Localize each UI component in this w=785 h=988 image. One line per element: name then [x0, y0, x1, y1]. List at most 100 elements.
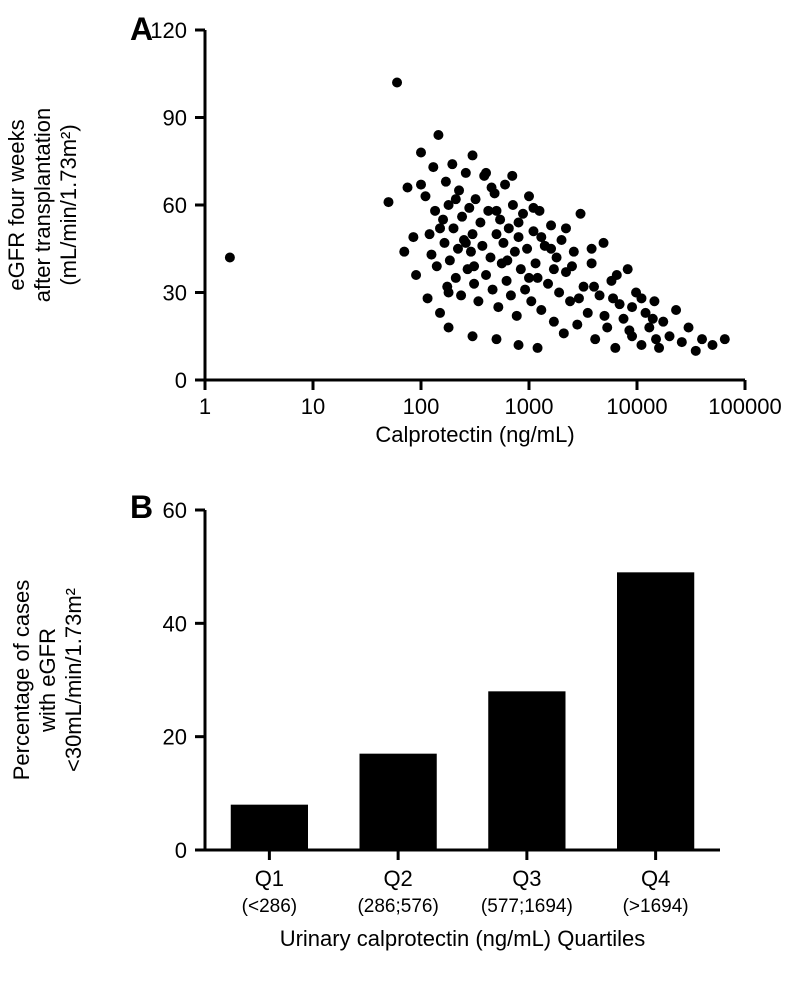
- data-point: [533, 273, 543, 283]
- data-point: [435, 308, 445, 318]
- data-point: [549, 317, 559, 327]
- ytick-label: 90: [163, 106, 187, 131]
- data-point: [466, 247, 476, 257]
- data-point: [444, 323, 454, 333]
- data-point: [595, 290, 605, 300]
- data-point: [543, 279, 553, 289]
- category-sublabel: (577;1694): [481, 896, 573, 917]
- data-point: [561, 223, 571, 233]
- data-point: [500, 180, 510, 190]
- yaxis-label-line: (mL/min/1.73m²): [56, 124, 81, 285]
- data-point: [720, 334, 730, 344]
- data-point: [623, 264, 633, 274]
- data-point: [514, 218, 524, 228]
- data-point: [425, 229, 435, 239]
- data-point: [502, 255, 512, 265]
- ytick-label: 40: [163, 611, 187, 636]
- yaxis-label-line: after transplantation: [30, 108, 55, 302]
- data-point: [507, 171, 517, 181]
- data-point: [403, 183, 413, 193]
- panel-a-scatter: 0306090120110100100010000100000Calprotec…: [0, 0, 785, 470]
- category-label: Q1: [255, 866, 284, 891]
- data-point: [432, 261, 442, 271]
- ytick-label: 0: [175, 368, 187, 393]
- data-point: [684, 323, 694, 333]
- panel-label-b: B: [130, 489, 153, 525]
- data-point: [416, 180, 426, 190]
- data-point: [533, 343, 543, 353]
- data-point: [423, 293, 433, 303]
- data-point: [536, 232, 546, 242]
- yaxis-label-line: eGFR four weeks: [4, 119, 29, 290]
- data-point: [522, 244, 532, 254]
- data-point: [468, 150, 478, 160]
- panel-b-bar: 0204060Q1(<286)Q2(286;576)Q3(577;1694)Q4…: [0, 470, 785, 988]
- data-point: [475, 218, 485, 228]
- data-point: [461, 168, 471, 178]
- data-point: [428, 162, 438, 172]
- yaxis-label-line: with eGFR: [35, 628, 60, 733]
- data-point: [471, 194, 481, 204]
- data-point: [392, 78, 402, 88]
- panel-label-a: A: [130, 11, 153, 47]
- data-point: [495, 215, 505, 225]
- xtick-label: 1000: [505, 394, 554, 419]
- data-point: [416, 148, 426, 158]
- data-point: [624, 325, 634, 335]
- data-point: [473, 296, 483, 306]
- data-point: [608, 293, 618, 303]
- data-point: [498, 238, 508, 248]
- data-point: [697, 334, 707, 344]
- yaxis-label-line: Percentage of cases: [9, 580, 34, 781]
- data-point: [504, 223, 514, 233]
- data-point: [454, 185, 464, 195]
- data-point: [636, 340, 646, 350]
- data-point: [549, 264, 559, 274]
- data-point: [408, 232, 418, 242]
- ytick-label: 60: [163, 498, 187, 523]
- data-point: [572, 320, 582, 330]
- data-point: [487, 183, 497, 193]
- ytick-label: 30: [163, 281, 187, 306]
- data-point: [514, 340, 524, 350]
- data-point: [508, 200, 518, 210]
- bar: [360, 754, 437, 850]
- data-point: [481, 168, 491, 178]
- data-point: [461, 238, 471, 248]
- data-point: [435, 223, 445, 233]
- figure: 0306090120110100100010000100000Calprotec…: [0, 0, 785, 988]
- data-point: [520, 285, 530, 295]
- data-point: [491, 229, 501, 239]
- ytick-label: 120: [150, 18, 187, 43]
- data-point: [587, 258, 597, 268]
- data-point: [612, 270, 622, 280]
- data-point: [590, 334, 600, 344]
- data-point: [445, 255, 455, 265]
- data-point: [526, 296, 536, 306]
- data-point: [524, 191, 534, 201]
- data-point: [654, 343, 664, 353]
- ytick-label: 0: [175, 838, 187, 863]
- data-point: [456, 290, 466, 300]
- data-point: [536, 305, 546, 315]
- data-point: [469, 279, 479, 289]
- data-point: [587, 244, 597, 254]
- data-point: [449, 223, 459, 233]
- data-point: [599, 311, 609, 321]
- data-point: [677, 337, 687, 347]
- data-point: [433, 130, 443, 140]
- data-point: [420, 191, 430, 201]
- data-point: [644, 323, 654, 333]
- data-point: [447, 159, 457, 169]
- data-point: [411, 270, 421, 280]
- data-point: [602, 323, 612, 333]
- data-point: [557, 235, 567, 245]
- bar: [231, 805, 308, 850]
- data-point: [649, 296, 659, 306]
- data-point: [658, 317, 668, 327]
- data-point: [430, 206, 440, 216]
- data-point: [457, 212, 467, 222]
- data-point: [707, 340, 717, 350]
- data-point: [531, 258, 541, 268]
- category-label: Q3: [512, 866, 541, 891]
